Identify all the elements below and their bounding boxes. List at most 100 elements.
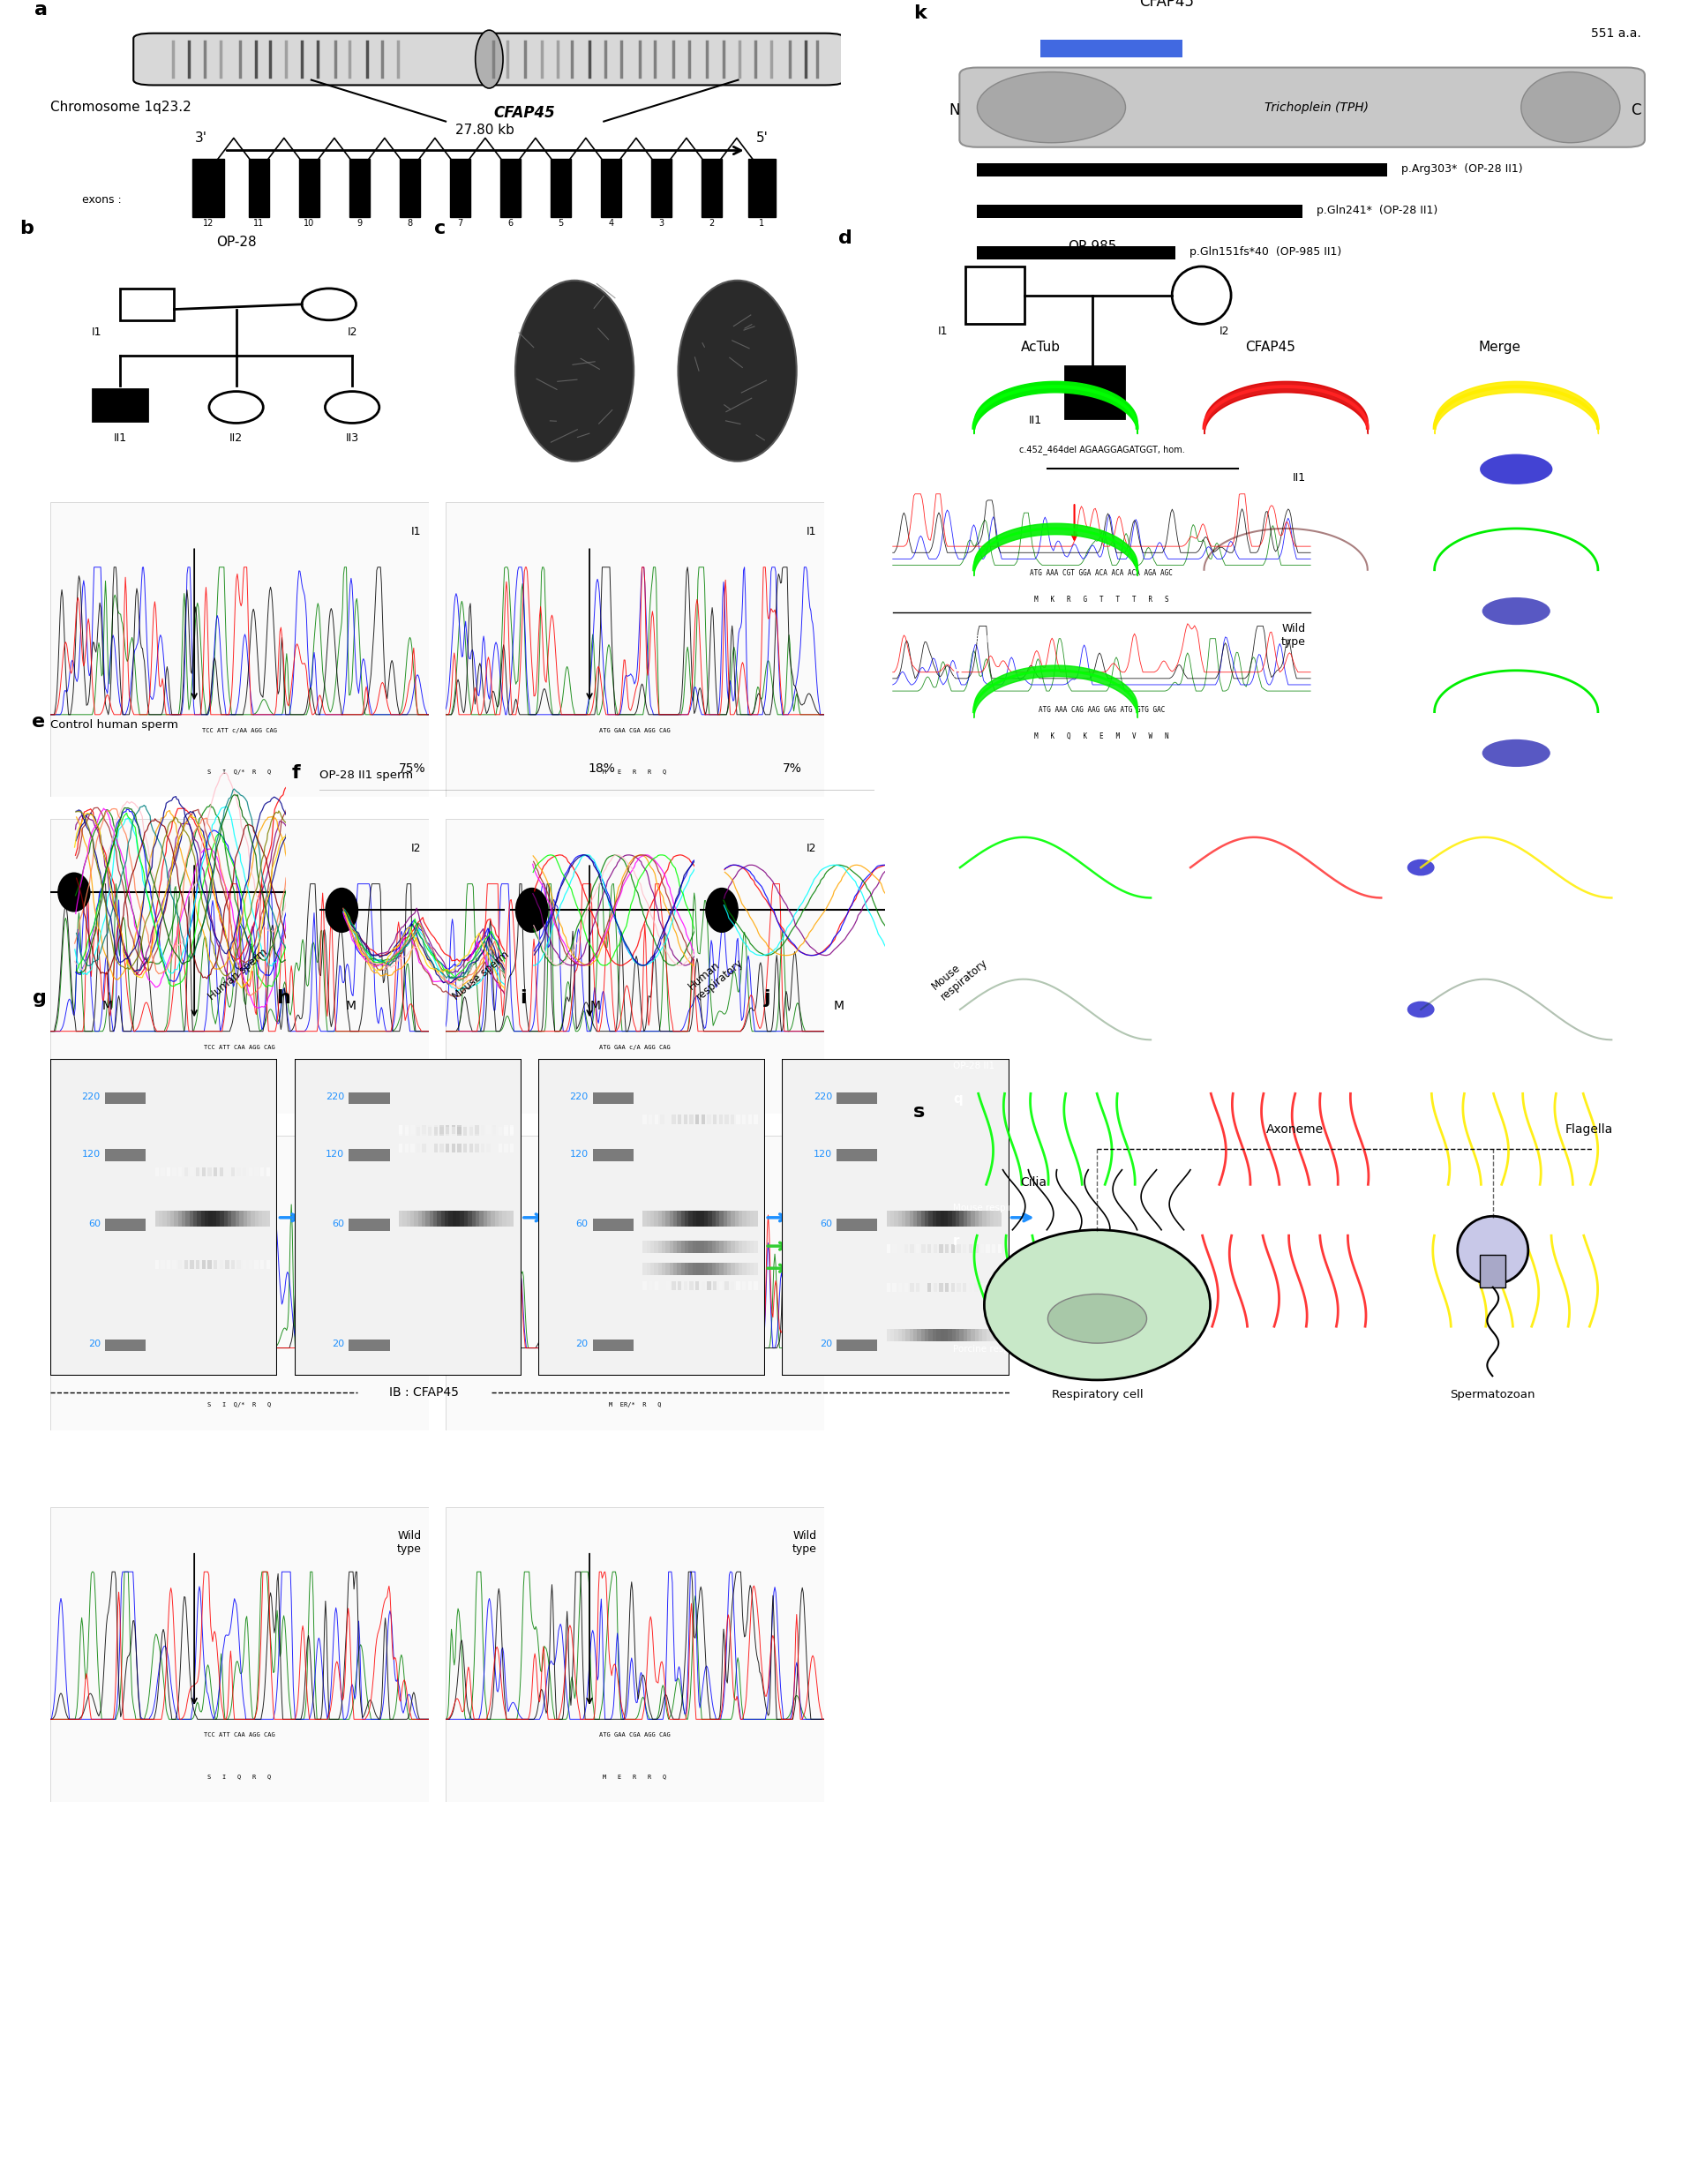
Text: 60: 60 bbox=[819, 1219, 832, 1227]
Bar bbox=[730, 1114, 735, 1125]
Circle shape bbox=[57, 871, 91, 913]
Bar bbox=[348, 1219, 390, 1232]
Bar bbox=[689, 1114, 693, 1125]
Text: II1: II1 bbox=[804, 1160, 815, 1171]
Bar bbox=[467, 1210, 471, 1227]
Bar bbox=[410, 1127, 414, 1136]
Bar bbox=[753, 1282, 758, 1291]
Bar bbox=[898, 1330, 901, 1341]
Bar bbox=[259, 1210, 262, 1227]
Text: exons :: exons : bbox=[82, 194, 121, 205]
Bar bbox=[741, 1241, 746, 1254]
Bar bbox=[913, 1330, 916, 1341]
Text: II2: II2 bbox=[229, 432, 242, 443]
Bar bbox=[661, 1114, 664, 1125]
Bar bbox=[748, 159, 775, 216]
Bar bbox=[225, 1260, 229, 1269]
Bar bbox=[688, 1262, 693, 1275]
Bar bbox=[753, 1210, 758, 1227]
Bar bbox=[202, 1260, 205, 1269]
Bar bbox=[835, 1092, 877, 1105]
Bar bbox=[425, 1210, 429, 1227]
Bar bbox=[906, 1330, 909, 1341]
Bar bbox=[642, 1210, 646, 1227]
Bar bbox=[299, 159, 319, 216]
Bar bbox=[166, 1210, 170, 1227]
Bar bbox=[886, 1284, 889, 1293]
Bar bbox=[997, 1210, 1002, 1227]
Bar bbox=[714, 1241, 719, 1254]
Ellipse shape bbox=[1457, 1216, 1528, 1284]
Text: IB : CFAP45: IB : CFAP45 bbox=[390, 1387, 459, 1398]
Bar bbox=[190, 1210, 193, 1227]
Bar bbox=[955, 1210, 958, 1227]
Bar bbox=[254, 1260, 259, 1269]
Text: C: C bbox=[1631, 103, 1641, 118]
Bar bbox=[649, 1282, 652, 1291]
Bar bbox=[666, 1241, 669, 1254]
Bar bbox=[948, 1210, 951, 1227]
Text: n: n bbox=[953, 666, 962, 679]
Bar bbox=[482, 1210, 487, 1227]
Text: ATG GAA CGA AGG CAG: ATG GAA CGA AGG CAG bbox=[598, 1732, 671, 1738]
Text: M   K   Q   K   E   M   V   W   N: M K Q K E M V W N bbox=[1034, 732, 1168, 740]
Bar bbox=[921, 1243, 925, 1254]
Bar bbox=[725, 1282, 728, 1291]
Text: 220: 220 bbox=[82, 1092, 101, 1101]
Bar bbox=[968, 1243, 972, 1254]
Bar bbox=[193, 159, 224, 216]
Bar bbox=[464, 1210, 467, 1227]
Text: M: M bbox=[346, 1000, 356, 1011]
Bar bbox=[970, 1330, 975, 1341]
Bar bbox=[208, 1210, 212, 1227]
Bar bbox=[666, 1282, 669, 1291]
Ellipse shape bbox=[1479, 454, 1552, 485]
Bar bbox=[410, 1144, 414, 1153]
Text: TCC ATT c/AA AGG CAG: TCC ATT c/AA AGG CAG bbox=[202, 727, 277, 734]
Bar bbox=[646, 1262, 651, 1275]
Bar bbox=[682, 1282, 688, 1291]
Bar bbox=[735, 1262, 738, 1275]
Bar bbox=[672, 1114, 676, 1125]
Bar bbox=[940, 1210, 943, 1227]
Circle shape bbox=[514, 887, 548, 933]
Bar bbox=[677, 1210, 681, 1227]
Bar bbox=[161, 1166, 165, 1177]
Text: II1: II1 bbox=[1029, 415, 1042, 426]
Bar bbox=[708, 1210, 711, 1227]
Circle shape bbox=[704, 887, 738, 933]
Bar bbox=[973, 1284, 978, 1293]
Bar bbox=[550, 159, 570, 216]
Bar bbox=[726, 1262, 731, 1275]
Bar bbox=[348, 1149, 390, 1162]
Bar bbox=[509, 1210, 514, 1227]
Bar bbox=[350, 159, 370, 216]
Bar bbox=[956, 1284, 960, 1293]
Text: 9: 9 bbox=[356, 218, 361, 227]
Bar bbox=[993, 1210, 997, 1227]
Text: f: f bbox=[292, 764, 301, 782]
Text: OP-28 II1: OP-28 II1 bbox=[953, 1061, 993, 1070]
Bar bbox=[909, 1284, 913, 1293]
Bar bbox=[417, 1125, 420, 1133]
Bar bbox=[672, 1262, 677, 1275]
Bar bbox=[185, 1260, 188, 1269]
Bar bbox=[104, 1219, 146, 1232]
Bar bbox=[266, 1166, 271, 1177]
Bar bbox=[651, 1210, 654, 1227]
Bar bbox=[398, 1125, 402, 1133]
Bar bbox=[232, 1210, 235, 1227]
Bar bbox=[451, 159, 469, 216]
Bar bbox=[445, 1144, 449, 1153]
Bar bbox=[738, 1241, 741, 1254]
Bar bbox=[750, 1210, 753, 1227]
Bar bbox=[951, 1210, 955, 1227]
Circle shape bbox=[324, 887, 358, 933]
Bar bbox=[997, 1243, 1002, 1254]
Bar bbox=[1064, 367, 1123, 419]
Bar bbox=[921, 1284, 925, 1293]
Bar bbox=[471, 1210, 476, 1227]
Bar bbox=[916, 1243, 920, 1254]
Text: ATG GAA c/A AGG CAG: ATG GAA c/A AGG CAG bbox=[598, 1044, 671, 1051]
Bar bbox=[654, 1210, 657, 1227]
